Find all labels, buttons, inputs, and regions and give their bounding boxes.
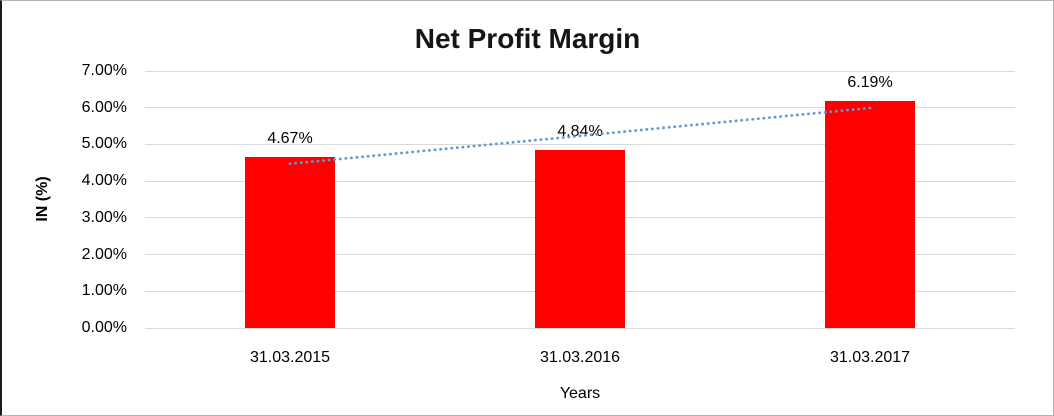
chart-title: Net Profit Margin bbox=[414, 23, 641, 54]
bar-31.03.2017 bbox=[825, 100, 915, 328]
y-tick-label: 5.00% bbox=[81, 135, 127, 153]
trendline bbox=[288, 106, 872, 166]
bar-value-label: 6.19% bbox=[847, 73, 893, 91]
y-tick-label: 2.00% bbox=[81, 245, 127, 263]
gridline bbox=[145, 327, 1015, 329]
gridline bbox=[145, 107, 1015, 109]
bar-value-label: 4.67% bbox=[267, 129, 313, 147]
y-tick-label: 7.00% bbox=[81, 62, 127, 79]
gridline bbox=[145, 70, 1015, 72]
x-tick-label: 31.03.2016 bbox=[539, 349, 621, 366]
plot-area: 4.67% 4.84% 6.19% bbox=[145, 70, 1015, 329]
bar-31.03.2015 bbox=[245, 156, 335, 328]
y-tick-label: 4.00% bbox=[81, 172, 127, 190]
y-tick-label: 3.00% bbox=[81, 208, 127, 226]
x-axis-title: Years bbox=[559, 385, 601, 402]
y-tick-label: 1.00% bbox=[81, 282, 127, 300]
y-tick-label: 6.00% bbox=[81, 98, 127, 116]
x-tick-label: 31.03.2017 bbox=[829, 349, 911, 366]
x-tick-label: 31.03.2015 bbox=[249, 349, 331, 366]
bar-31.03.2016 bbox=[535, 150, 625, 328]
gridline bbox=[145, 143, 1015, 145]
y-tick-label: 0.00% bbox=[81, 319, 127, 336]
